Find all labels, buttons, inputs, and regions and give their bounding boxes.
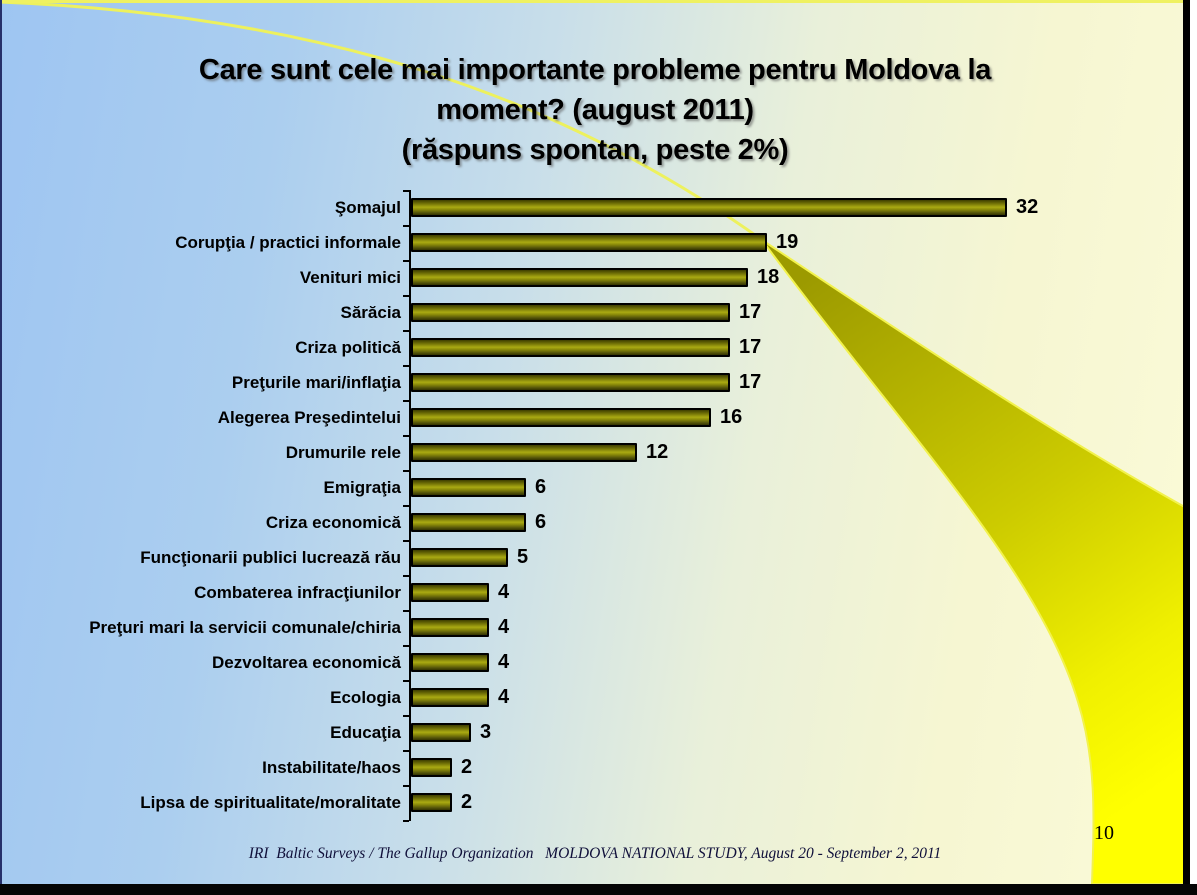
chart-row: Venituri mici 18 [0, 260, 1190, 295]
category-label: Emigraţia [323, 478, 401, 497]
category-label: Sărăcia [340, 303, 402, 322]
value-label: 32 [1016, 196, 1039, 218]
value-label: 6 [535, 511, 547, 533]
value-label: 17 [739, 371, 762, 393]
category-label: Venituri mici [299, 268, 401, 287]
bar [411, 618, 489, 637]
bar [411, 758, 452, 777]
value-label: 3 [480, 721, 492, 743]
chart-row: Lipsa de spiritualitate/moralitate 2 [0, 785, 1190, 820]
bar-chart: Şomajul 32 Corupţia / practici informale 19… [0, 190, 1190, 824]
bar [411, 373, 730, 392]
chart-row: Funcţionarii publici lucrează rău 5 [0, 540, 1190, 575]
value-label: 2 [461, 756, 473, 778]
chart-row: Emigraţia 6 [0, 470, 1190, 505]
chart-axis-ticks [403, 190, 409, 823]
chart-row: Preţurile mari/inflaţia 17 [0, 365, 1190, 400]
swoosh-wedge [761, 239, 1190, 884]
bar [411, 198, 1007, 217]
chart-row: Criza economică 6 [0, 505, 1190, 540]
value-label: 12 [646, 441, 669, 463]
chart-row: Corupţia / practici informale 19 [0, 225, 1190, 260]
chart-axis [409, 190, 411, 821]
chart-row: Drumurile rele 12 [0, 435, 1190, 470]
category-label: Alegerea Preşedintelui [217, 408, 401, 427]
value-label: 17 [739, 336, 762, 358]
bar [411, 408, 711, 427]
category-label: Criza economică [265, 513, 401, 532]
category-label: Combaterea infracţiunilor [194, 583, 401, 602]
bar [411, 233, 767, 252]
chart-row: Alegerea Preşedintelui 16 [0, 400, 1190, 435]
curve-line [0, 0, 763, 242]
value-label: 17 [739, 301, 762, 323]
category-label: Drumurile rele [285, 443, 401, 462]
frame-bottom-border [0, 884, 1197, 895]
category-label: Dezvoltarea economică [212, 653, 401, 672]
category-label: Funcţionarii publici lucrează rău [140, 548, 401, 567]
value-label: 2 [461, 791, 473, 813]
chart-row: Preţuri mari la servicii comunale/chiria… [0, 610, 1190, 645]
bar [411, 653, 489, 672]
value-label: 4 [498, 651, 510, 673]
chart-row: Combaterea infracţiunilor 4 [0, 575, 1190, 610]
chart-row: Educaţia 3 [0, 715, 1190, 750]
title-line-3: (răspuns spontan, peste 2%) [401, 134, 789, 166]
category-label: Preţurile mari/inflaţia [231, 373, 401, 392]
bar [411, 338, 730, 357]
category-label: Lipsa de spiritualitate/moralitate [140, 793, 401, 812]
category-label: Criza politică [295, 338, 401, 357]
category-label: Preţuri mari la servicii comunale/chiria [89, 618, 401, 637]
value-label: 19 [776, 231, 799, 253]
title-line-2: moment? (august 2011) [436, 94, 754, 126]
frame-right-border [1183, 0, 1190, 884]
bar [411, 548, 508, 567]
bar [411, 723, 471, 742]
frame-left-line [0, 0, 2, 884]
value-label: 18 [757, 266, 780, 288]
category-label: Ecologia [330, 688, 401, 707]
value-label: 16 [720, 406, 743, 428]
category-label: Instabilitate/haos [262, 758, 401, 777]
value-label: 4 [498, 616, 510, 638]
bar [411, 478, 526, 497]
chart-row: Dezvoltarea economică 4 [0, 645, 1190, 680]
bar [411, 303, 730, 322]
bar [411, 688, 489, 707]
chart-row: Sărăcia 17 [0, 295, 1190, 330]
chart-row: Şomajul 32 [0, 190, 1190, 225]
frame-top-line [0, 0, 1184, 3]
chart-row: Ecologia 4 [0, 680, 1190, 715]
slide-footer: IRI Baltic Surveys / The Gallup Organiza… [248, 845, 942, 862]
value-label: 4 [498, 581, 510, 603]
chart-row: Instabilitate/haos 2 [0, 750, 1190, 785]
bar [411, 513, 526, 532]
value-label: 6 [535, 476, 547, 498]
bar [411, 793, 452, 812]
bar [411, 443, 637, 462]
slide-title: Care sunt cele mai importante probleme p… [40, 50, 1150, 170]
frame-right-margin [1190, 0, 1197, 884]
category-label: Corupţia / practici informale [175, 233, 401, 252]
category-label: Şomajul [334, 198, 401, 217]
value-label: 4 [498, 686, 510, 708]
chart-row: Criza politică 17 [0, 330, 1190, 365]
value-label: 5 [517, 546, 529, 568]
bar [411, 268, 748, 287]
category-label: Educaţia [330, 723, 401, 742]
page-number: 10 [1094, 822, 1114, 844]
title-line-1: Care sunt cele mai importante probleme p… [198, 54, 992, 86]
bar [411, 583, 489, 602]
